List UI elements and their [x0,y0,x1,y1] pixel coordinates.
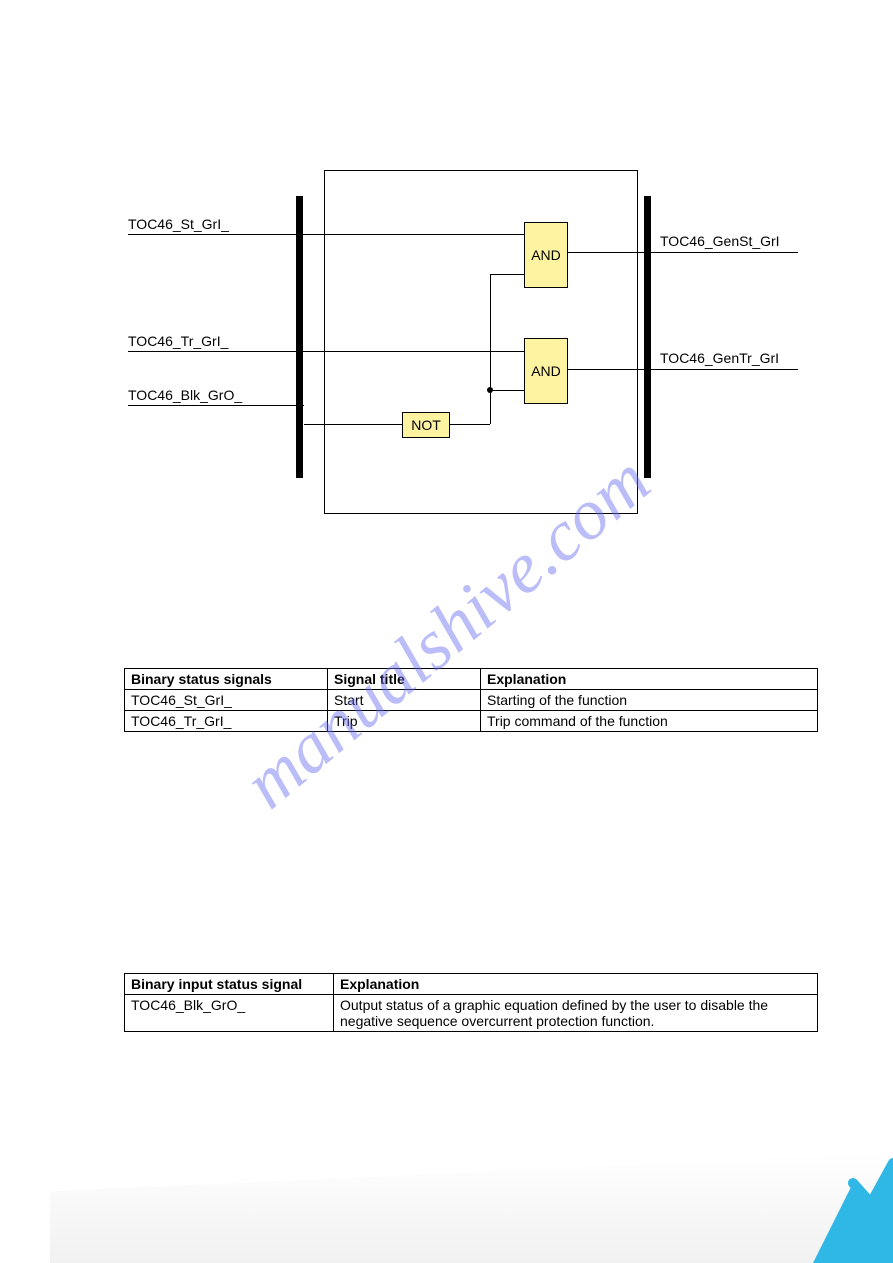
col-header: Signal title [328,669,481,690]
cell: Starting of the function [481,690,818,711]
col-header: Explanation [334,974,818,995]
cell: Start [328,690,481,711]
binary-input-status-table: Binary input status signal Explanation T… [124,973,818,1032]
cell: Trip [328,711,481,732]
table-row: TOC46_Blk_GrO_ Output status of a graphi… [125,995,818,1032]
gate-label: AND [531,363,561,379]
table-header-row: Binary input status signal Explanation [125,974,818,995]
wire [490,274,491,424]
cell: TOC46_Tr_GrI_ [125,711,328,732]
wire-junction [487,387,493,393]
signal-label-out-1: TOC46_GenSt_GrI [660,233,780,249]
cell: Output status of a graphic equation defi… [334,995,818,1032]
wire [128,351,524,352]
footer-accent-icon [753,1143,893,1263]
wire [490,390,524,391]
signal-label-in-3: TOC46_Blk_GrO_ [128,387,242,403]
output-bus [644,196,651,478]
gate-label: NOT [411,417,441,433]
wire [128,234,524,235]
input-bus [296,196,303,478]
wire [128,405,304,406]
signal-label-in-1: TOC46_St_GrI_ [128,216,229,232]
cell: TOC46_Blk_GrO_ [125,995,334,1032]
table-row: TOC46_St_GrI_ Start Starting of the func… [125,690,818,711]
wire [566,369,798,370]
wire [490,274,524,275]
col-header: Binary input status signal [125,974,334,995]
gate-label: AND [531,247,561,263]
table-header-row: Binary status signals Signal title Expla… [125,669,818,690]
and-gate-2: AND [524,338,568,404]
wire [304,424,402,425]
not-gate: NOT [402,412,450,438]
logic-diagram: AND AND NOT TOC46_St_GrI_ TOC46_Tr_GrI_ … [0,0,893,520]
binary-status-signals-table: Binary status signals Signal title Expla… [124,668,818,732]
and-gate-1: AND [524,222,568,288]
page: manualshive.com AND AND NOT TOC46_St_GrI… [0,0,893,1263]
logic-frame [324,170,638,514]
col-header: Explanation [481,669,818,690]
col-header: Binary status signals [125,669,328,690]
cell: Trip command of the function [481,711,818,732]
wire [566,252,798,253]
table-row: TOC46_Tr_GrI_ Trip Trip command of the f… [125,711,818,732]
signal-label-out-2: TOC46_GenTr_GrI [660,350,779,366]
wire [448,424,490,425]
signal-label-in-2: TOC46_Tr_GrI_ [128,333,228,349]
cell: TOC46_St_GrI_ [125,690,328,711]
